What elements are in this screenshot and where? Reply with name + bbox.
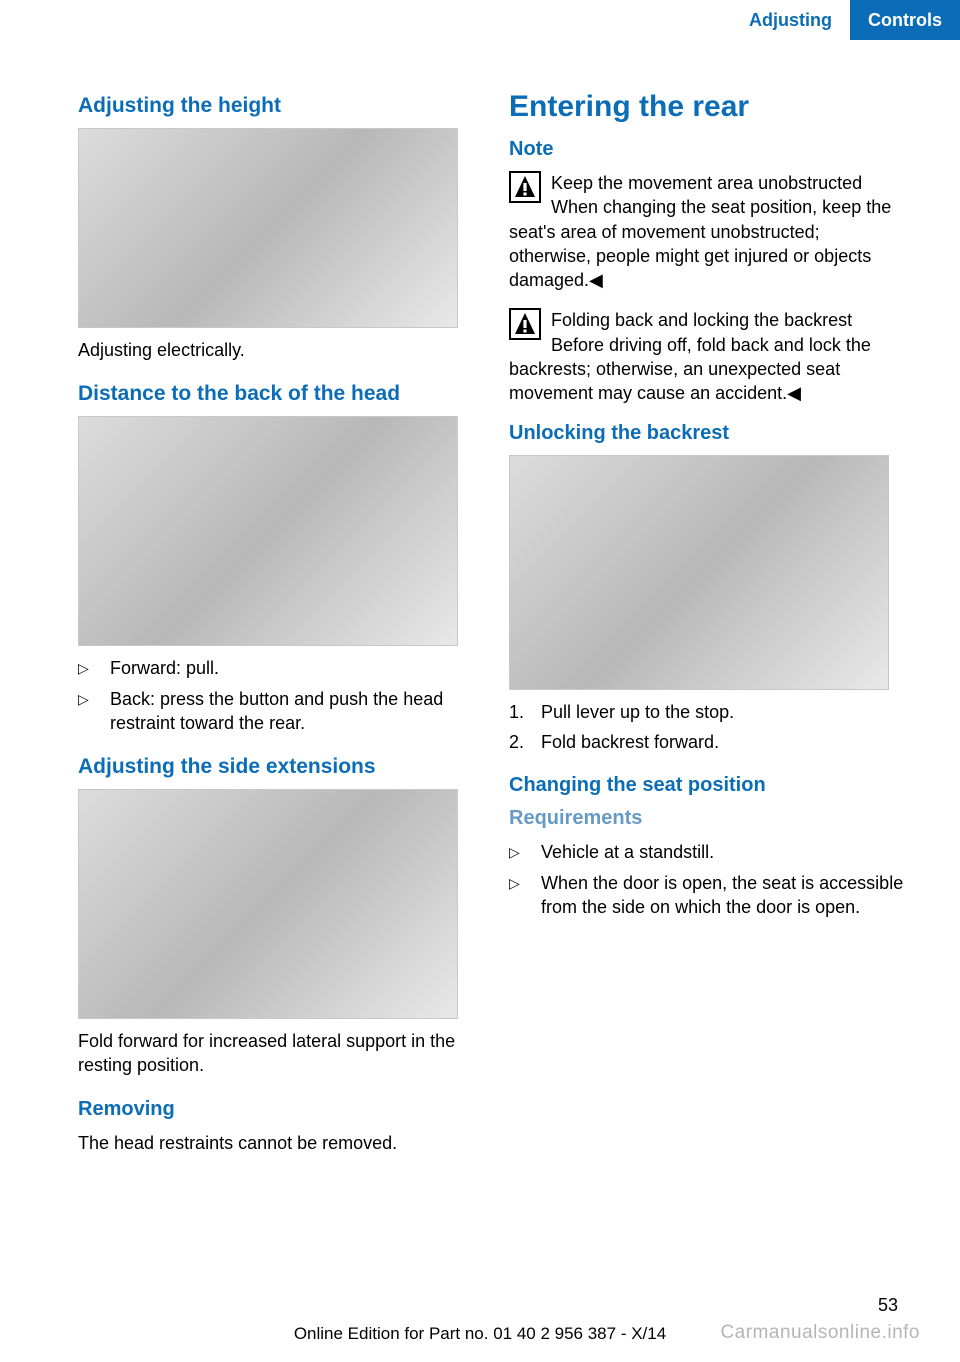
list-item-text: Back: press the button and push the head… [110,687,474,736]
list-requirements: ▷ Vehicle at a standstill. ▷ When the do… [509,840,905,919]
right-column: Entering the rear Note Keep the movement… [509,90,905,1175]
header-bar: Adjusting Controls [0,0,960,40]
note2-body: Before driving off, fold back and lock t… [509,335,871,404]
heading-entering-rear: Entering the rear [509,90,905,124]
list-distance: ▷ Forward: pull. ▷ Back: press the butto… [78,656,474,735]
ol-number: 1. [509,700,541,724]
breadcrumb-section: Adjusting [731,0,850,40]
list-item: ▷ Back: press the button and push the he… [78,687,474,736]
heading-side-extensions: Adjusting the side extensions [78,755,474,779]
list-item-text: Forward: pull. [110,656,219,680]
list-item: 2. Fold backrest forward. [509,730,905,754]
breadcrumb-chapter: Controls [850,0,960,40]
heading-adjusting-height: Adjusting the height [78,94,474,118]
list-item: ▷ Vehicle at a standstill. [509,840,905,864]
heading-distance-head: Distance to the back of the head [78,382,474,406]
note-block-2: Folding back and locking the backrest Be… [509,308,905,405]
bullet-icon: ▷ [509,871,541,920]
figure-height-adjust [78,128,458,328]
heading-requirements: Requirements [509,807,905,830]
heading-removing: Removing [78,1098,474,1121]
ol-number: 2. [509,730,541,754]
bullet-icon: ▷ [509,840,541,864]
warning-icon [509,308,541,340]
list-item-text: Fold backrest forward. [541,730,719,754]
list-item: 1. Pull lever up to the stop. [509,700,905,724]
text-removing: The head restraints cannot be removed. [78,1131,474,1155]
note2-title: Folding back and locking the backrest [551,310,852,330]
list-item-text: When the door is open, the seat is acces… [541,871,905,920]
bullet-icon: ▷ [78,656,110,680]
heading-changing-seat: Changing the seat position [509,774,905,797]
heading-unlocking-backrest: Unlocking the backrest [509,422,905,445]
figure-side-extensions [78,789,458,1019]
caption-side-extensions: Fold forward for increased lateral suppo… [78,1029,474,1078]
heading-note: Note [509,138,905,161]
figure-unlocking-backrest [509,455,889,690]
left-column: Adjusting the height Adjusting electrica… [78,90,474,1175]
list-unlocking: 1. Pull lever up to the stop. 2. Fold ba… [509,700,905,755]
list-item: ▷ When the door is open, the seat is acc… [509,871,905,920]
page-number: 53 [878,1295,898,1316]
watermark: Carmanualsonline.info [720,1322,920,1344]
bullet-icon: ▷ [78,687,110,736]
note1-body: When changing the seat position, keep th… [509,197,891,290]
list-item: ▷ Forward: pull. [78,656,474,680]
figure-distance-head [78,416,458,646]
note-block-1: Keep the movement area unobstructed When… [509,171,905,292]
warning-icon [509,171,541,203]
note1-title: Keep the movement area unobstructed [551,173,862,193]
list-item-text: Vehicle at a standstill. [541,840,714,864]
list-item-text: Pull lever up to the stop. [541,700,734,724]
content-area: Adjusting the height Adjusting electrica… [0,40,960,1175]
caption-adjust-electrically: Adjusting electrically. [78,338,474,362]
header-tabs: Adjusting Controls [731,0,960,40]
